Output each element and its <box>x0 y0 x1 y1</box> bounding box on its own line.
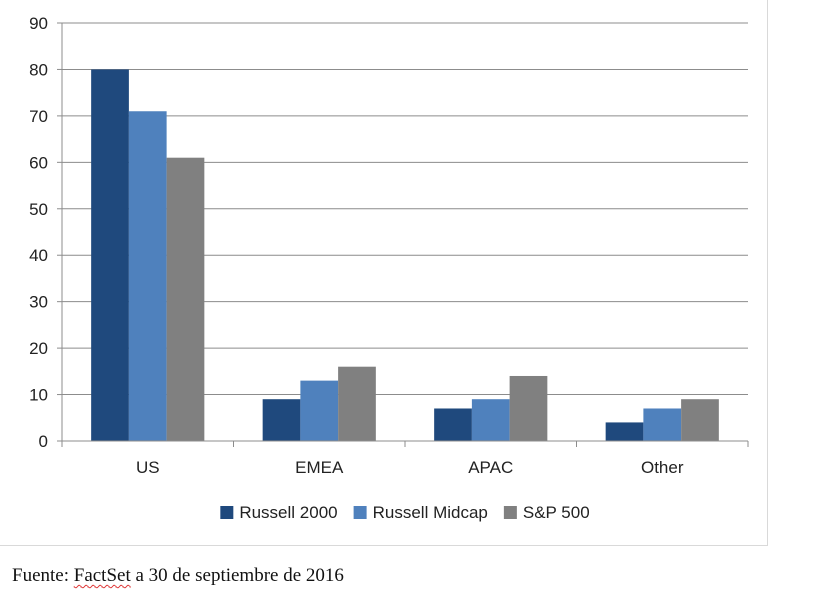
legend-swatch <box>220 506 234 519</box>
y-tick-label: 50 <box>29 200 48 219</box>
bars <box>91 69 719 441</box>
y-tick-label: 0 <box>39 432 48 451</box>
y-tick-label: 70 <box>29 107 48 126</box>
chart-frame <box>0 0 768 546</box>
x-tick-label: APAC <box>468 458 513 477</box>
y-tick-label: 90 <box>29 14 48 33</box>
legend: Russell 2000 Russell Midcap S&P 500 <box>220 503 590 522</box>
legend-swatch <box>503 506 517 519</box>
legend-label: S&P 500 <box>523 503 590 522</box>
source-suffix: a 30 de septiembre de 2016 <box>130 565 344 586</box>
legend-item: Russell 2000 <box>220 503 338 522</box>
bar <box>262 399 301 441</box>
bar <box>128 111 167 441</box>
y-tick-label: 10 <box>29 386 48 405</box>
axes: 0 10 20 30 40 50 60 70 80 90 US EMEA APAC Other <box>29 14 749 477</box>
y-tick-label: 80 <box>29 60 48 79</box>
bar <box>338 366 376 441</box>
bar <box>166 157 205 441</box>
y-tick-label: 20 <box>29 339 48 358</box>
x-tick-label: Other <box>641 458 684 477</box>
legend-item: S&P 500 <box>503 503 590 522</box>
bar <box>471 399 510 441</box>
bar <box>91 69 129 441</box>
legend-label: Russell 2000 <box>239 503 337 522</box>
x-tick-label: US <box>136 458 160 477</box>
source-prefix: Fuente: <box>12 565 74 586</box>
bar <box>681 399 719 441</box>
legend-label: Russell Midcap <box>373 503 488 522</box>
bar <box>605 422 644 441</box>
legend-item: Russell Midcap <box>353 503 488 522</box>
y-tick-label: 40 <box>29 246 48 265</box>
gridlines <box>62 22 748 396</box>
y-tick-label: 30 <box>29 293 48 312</box>
bar <box>434 408 472 441</box>
bar <box>509 375 548 441</box>
legend-swatch <box>353 506 367 519</box>
bar <box>300 380 339 441</box>
bar <box>643 408 682 441</box>
x-tick-label: EMEA <box>295 458 344 477</box>
y-tick-label: 60 <box>29 153 48 172</box>
source-note: Fuente: FactSet a 30 de septiembre de 20… <box>12 565 344 587</box>
source-name: FactSet <box>73 565 131 586</box>
